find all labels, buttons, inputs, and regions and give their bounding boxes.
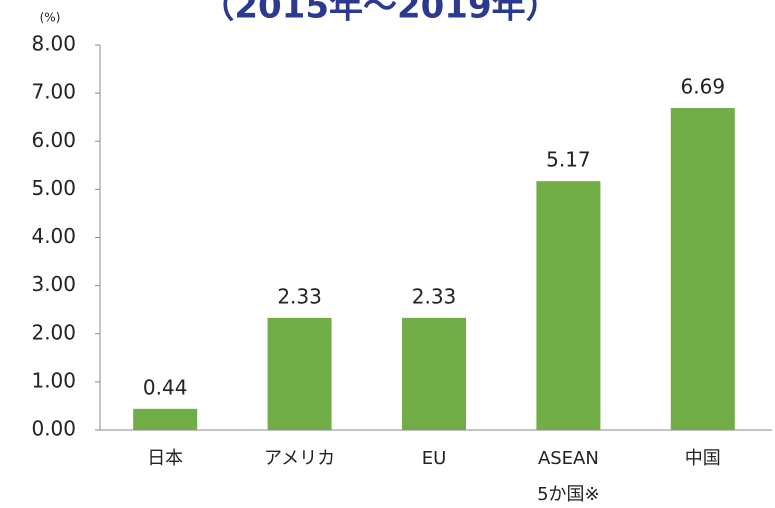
bar	[402, 317, 466, 430]
data-label: 2.33	[412, 284, 457, 308]
x-tick-label: アメリカ	[264, 448, 336, 469]
y-tick-label: 8.00	[31, 32, 76, 56]
y-tick-label: 5.00	[31, 176, 76, 200]
y-tick-label: 6.00	[31, 128, 76, 152]
y-tick-label: 0.00	[31, 417, 76, 441]
y-tick-label: 2.00	[31, 320, 76, 344]
y-tick-label: 3.00	[31, 272, 76, 296]
bar	[536, 181, 601, 430]
data-label: 5.17	[546, 148, 591, 172]
bar	[133, 408, 198, 430]
bar	[267, 317, 332, 430]
data-label: 6.69	[681, 75, 726, 99]
chart-title: （2015年～2019年）	[200, 0, 559, 27]
x-tick-label: 日本	[147, 448, 184, 469]
x-tick-label: EU	[421, 448, 447, 469]
bar	[670, 108, 735, 430]
y-tick-label: 1.00	[31, 368, 76, 392]
y-tick-label: 4.00	[31, 224, 76, 248]
y-tick-label: 7.00	[31, 80, 76, 104]
x-tick-label: ASEAN 5か国※	[537, 448, 600, 505]
y-unit: (%)	[40, 11, 61, 25]
data-label: 2.33	[277, 284, 322, 308]
data-label: 0.44	[143, 375, 188, 399]
x-tick-label: 中国	[684, 448, 721, 469]
